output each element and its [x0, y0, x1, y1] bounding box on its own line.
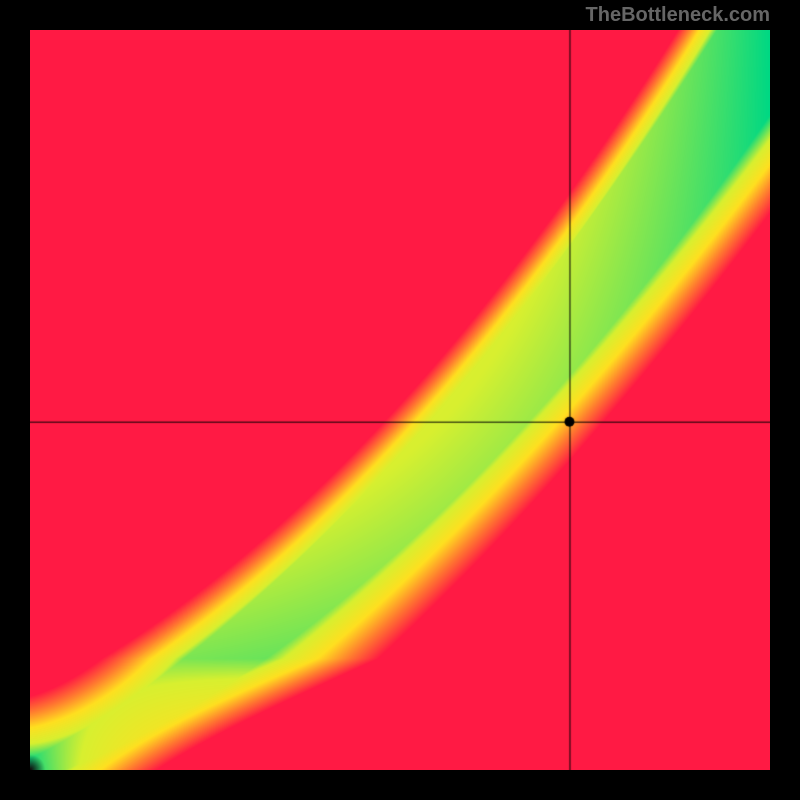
watermark-text: TheBottleneck.com [586, 4, 770, 27]
bottleneck-heatmap [30, 30, 770, 770]
chart-container: TheBottleneck.com [0, 0, 800, 800]
